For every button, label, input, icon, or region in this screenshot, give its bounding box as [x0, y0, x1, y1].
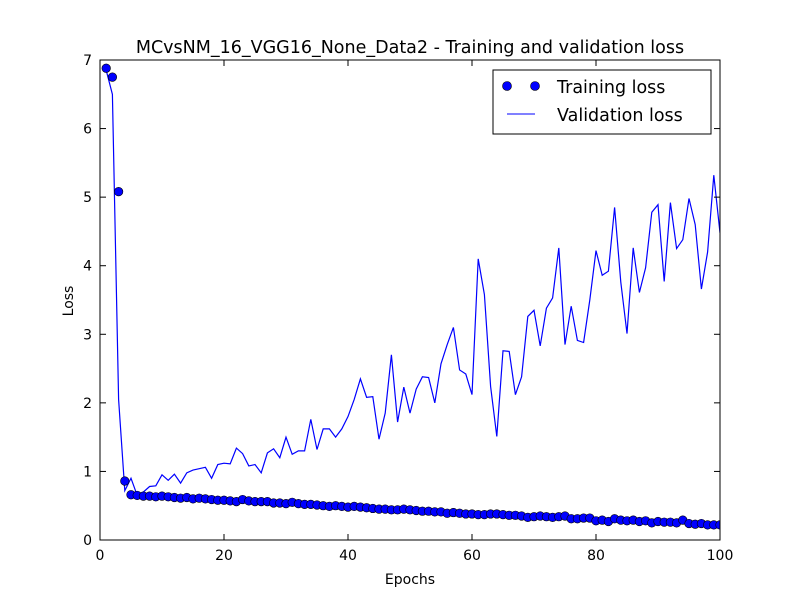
training-loss-point [113, 187, 124, 197]
plot-frame [99, 59, 721, 541]
training-loss-point [120, 476, 130, 486]
validation-loss-line [105, 70, 720, 497]
y-tick-label: 0 [83, 533, 92, 549]
y-tick-label: 2 [83, 396, 92, 412]
chart-title: MCvsNM_16_VGG16_None_Data2 - Training an… [136, 38, 684, 58]
y-tick-label: 6 [83, 122, 92, 138]
x-tick-label: 80 [587, 548, 605, 564]
y-tick-label: 7 [83, 53, 92, 69]
y-tick-label: 4 [83, 259, 92, 275]
x-tick-label: 20 [215, 548, 233, 564]
y-tick-label: 3 [83, 327, 92, 343]
training-loss-point [107, 72, 117, 82]
y-axis-label: Loss [61, 286, 77, 317]
x-tick-label: 0 [96, 548, 105, 564]
y-tick-label: 1 [83, 464, 92, 480]
x-axis-label: Epochs [385, 572, 435, 588]
legend-validation-label: Validation loss [557, 106, 683, 126]
x-tick-label: 40 [339, 548, 357, 564]
training-loss-point [101, 63, 111, 73]
training-loss-point [715, 520, 720, 530]
legend-training-marker-1 [502, 81, 512, 91]
y-tick-label: 5 [83, 190, 92, 206]
axes: 0 20 40 60 80 100 0 1 2 3 4 5 6 7 [83, 53, 733, 564]
legend-training-marker-2 [530, 81, 540, 91]
x-tick-label: 60 [463, 548, 481, 564]
legend-box [492, 69, 712, 135]
x-tick-label: 100 [707, 548, 734, 564]
plot-area [101, 63, 720, 530]
legend: Training loss Validation loss [492, 69, 712, 135]
legend-training-label: Training loss [556, 78, 665, 98]
